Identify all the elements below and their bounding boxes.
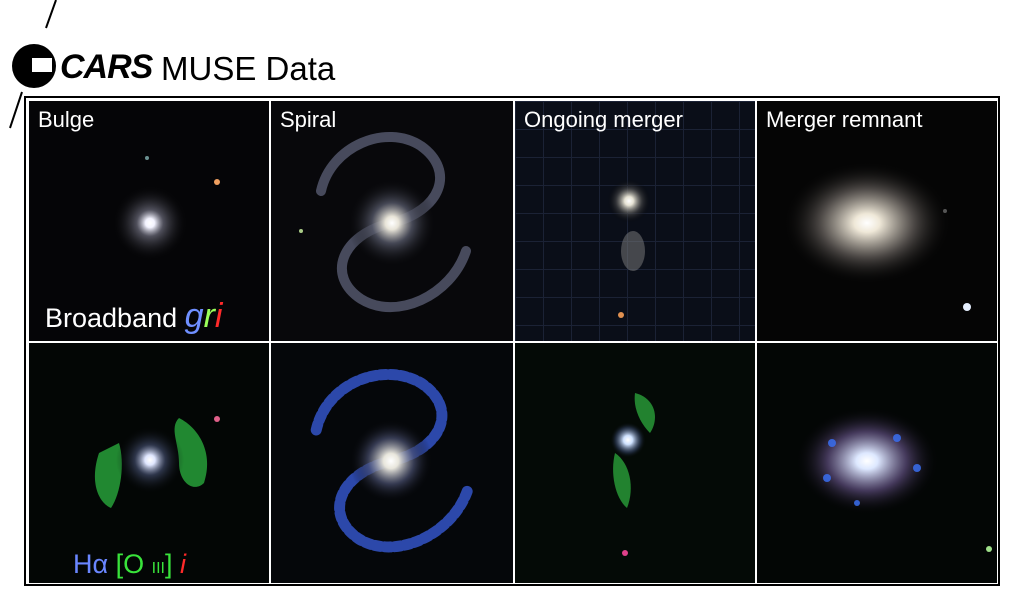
- panel-bulge-broadband: Bulge Broadband gri: [29, 101, 269, 341]
- header: CARS MUSE Data: [6, 0, 406, 129]
- merger-lines-image: [515, 343, 755, 583]
- bulge-lines-image: [29, 343, 269, 583]
- panel-spiral-broadband: Spiral: [271, 101, 513, 341]
- label-bulge: Bulge: [38, 107, 95, 132]
- panel-spiral-lines: [271, 343, 513, 583]
- caption-emission-lines: Hα [O III] i: [73, 549, 187, 579]
- panel-merger-lines: [515, 343, 755, 583]
- spiral-lines-image: [271, 343, 513, 583]
- image-grid: Bulge Broadband gri Spiral: [24, 96, 1000, 586]
- spiral-broadband-image: [271, 101, 513, 341]
- merger-broadband-image: [515, 101, 755, 341]
- cars-logo-text: CARS: [60, 48, 153, 86]
- cars-logo-icon: [9, 0, 57, 129]
- label-ongoing-merger: Ongoing merger: [524, 107, 683, 132]
- caption-broadband: Broadband gri: [45, 297, 223, 335]
- label-spiral: Spiral: [280, 107, 337, 132]
- label-merger-remnant: Merger remnant: [766, 107, 923, 132]
- panel-remnant-lines: [757, 343, 997, 583]
- panel-remnant-broadband: Merger remnant: [757, 101, 997, 341]
- page-title: MUSE Data: [161, 50, 336, 87]
- bulge-broadband-image: [29, 101, 269, 341]
- remnant-lines-image: [757, 343, 997, 583]
- remnant-broadband-image: [757, 101, 997, 341]
- panel-bulge-lines: Hα [O III] i: [29, 343, 269, 583]
- panel-merger-broadband: Ongoing merger: [515, 101, 755, 341]
